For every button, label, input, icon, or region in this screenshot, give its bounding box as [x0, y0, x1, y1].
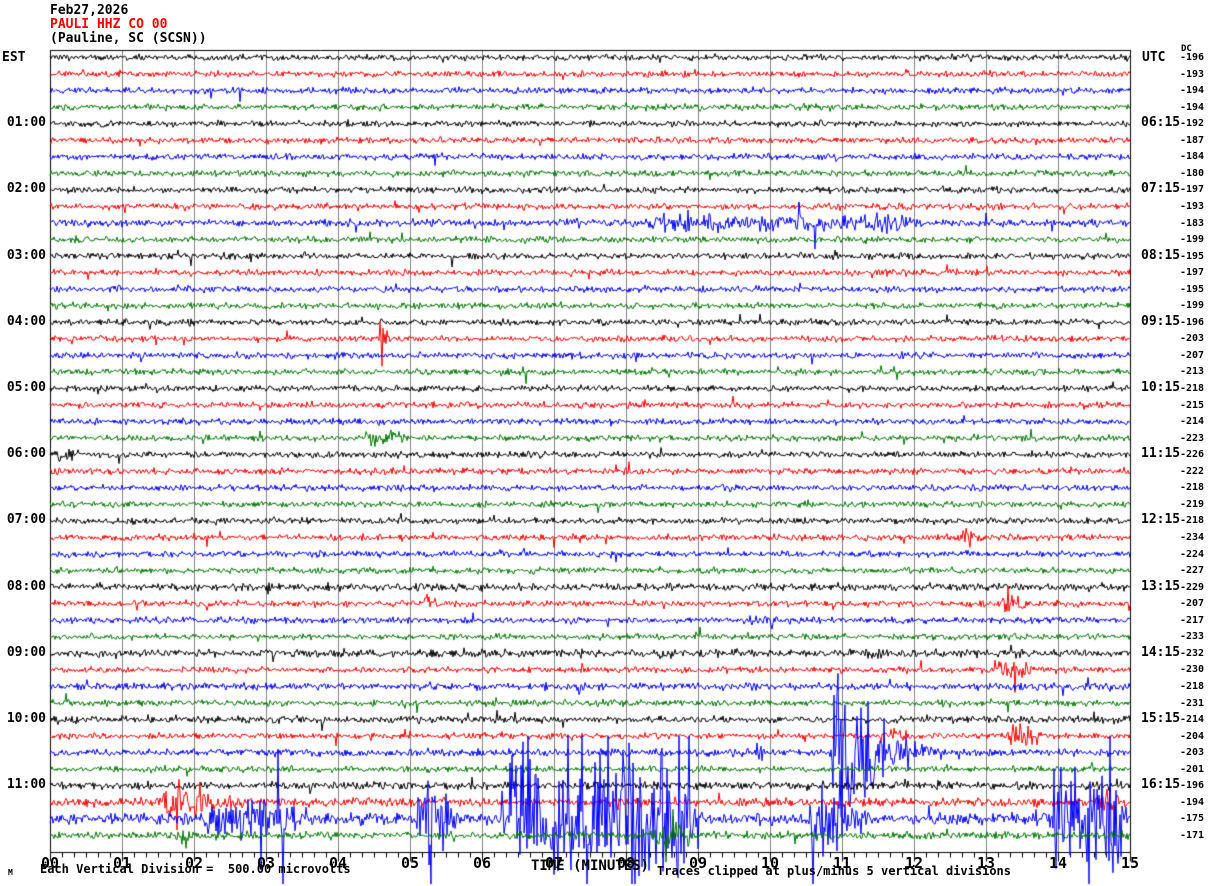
utc-hour-label: 10:15	[1141, 380, 1181, 395]
dc-value: -218	[1180, 680, 1205, 692]
dc-value: -196	[1180, 780, 1205, 792]
dc-value: -223	[1180, 432, 1205, 444]
dc-value: -214	[1180, 416, 1205, 428]
footer-scale-note: Each Vertical Division = 500.00 microvol…	[40, 862, 351, 876]
minute-tick-label: 05	[400, 854, 420, 872]
dc-column-header: DC	[1181, 44, 1192, 54]
est-hour-label: 04:00	[6, 313, 46, 329]
est-hour-label: 06:00	[6, 446, 46, 462]
dc-value: -224	[1180, 548, 1205, 560]
utc-hour-label: 11:15	[1141, 446, 1181, 462]
est-hour-label: 09:00	[6, 644, 46, 660]
minute-tick-label: 03	[256, 854, 276, 872]
dc-value: -229	[1180, 581, 1205, 593]
minute-tick-label: 10	[760, 854, 780, 872]
utc-hour-label: 09:15	[1141, 313, 1181, 329]
dc-value: -227	[1180, 565, 1205, 577]
dc-value: -183	[1180, 217, 1205, 229]
dc-value: -207	[1180, 349, 1205, 361]
dc-value: -195	[1180, 283, 1205, 295]
minute-tick-label: 12	[904, 854, 924, 872]
dc-value: -171	[1180, 829, 1205, 841]
minute-tick-label: 09	[688, 854, 708, 872]
est-hour-label: 07:00	[6, 512, 46, 528]
dc-value: -197	[1180, 184, 1205, 196]
dc-value: -207	[1180, 598, 1205, 610]
dc-value: -232	[1180, 647, 1205, 659]
minute-tick-label: 06	[472, 854, 492, 872]
minute-tick-label: 00	[40, 854, 60, 872]
minute-tick-label: 11	[832, 854, 852, 872]
minute-tick-label: 14	[1048, 854, 1068, 872]
dc-value: -204	[1180, 730, 1205, 742]
dc-value: -231	[1180, 697, 1205, 709]
dc-value: -203	[1180, 333, 1205, 345]
right-timezone-label: UTC	[1142, 50, 1166, 65]
dc-value: -194	[1180, 796, 1205, 808]
dc-value: -196	[1180, 316, 1205, 328]
dc-value: -184	[1180, 151, 1205, 163]
minute-tick-label: 01	[112, 854, 132, 872]
dc-value: -195	[1180, 250, 1205, 262]
dc-value: -230	[1180, 664, 1205, 676]
dc-value: -194	[1180, 101, 1205, 113]
header-location: (Pauline, SC (SCSN))	[50, 31, 207, 46]
dc-value: -187	[1180, 134, 1205, 146]
dc-value: -218	[1180, 515, 1205, 527]
est-hour-label: 01:00	[6, 115, 46, 131]
utc-hour-label: 12:15	[1141, 512, 1181, 528]
dc-value: -175	[1180, 813, 1205, 825]
dc-value: -222	[1180, 465, 1205, 477]
dc-value: -226	[1180, 449, 1205, 461]
utc-hour-label: 08:15	[1141, 247, 1181, 263]
dc-value: -203	[1180, 747, 1205, 759]
dc-value: -194	[1180, 85, 1205, 97]
dc-value: -219	[1180, 498, 1205, 510]
footer-clip-note: Traces clipped at plus/minus 5 vertical …	[657, 864, 1012, 878]
header-station: PAULI HHZ CO 00	[50, 17, 168, 32]
dc-value: -196	[1180, 52, 1205, 63]
est-hour-label: 02:00	[6, 181, 46, 197]
utc-hour-label: 07:15	[1141, 181, 1181, 197]
dc-value: -214	[1180, 714, 1205, 725]
utc-hour-label: 13:15	[1141, 578, 1181, 594]
utc-hour-label: 16:15	[1141, 777, 1181, 793]
est-hour-label: 08:00	[6, 578, 46, 594]
dc-value: -192	[1180, 118, 1205, 130]
dc-value: -193	[1180, 201, 1205, 212]
footer-marker-glyph: M	[8, 868, 13, 877]
utc-hour-label: 06:15	[1141, 115, 1181, 131]
minute-tick-label: 15	[1120, 854, 1140, 872]
est-hour-label: 03:00	[6, 247, 46, 263]
dc-value: -180	[1180, 167, 1205, 179]
dc-value: -197	[1180, 267, 1205, 279]
dc-value: -218	[1180, 383, 1205, 394]
est-hour-label: 05:00	[6, 380, 46, 395]
dc-value: -199	[1180, 300, 1205, 312]
est-hour-label: 10:00	[6, 711, 46, 726]
dc-value: -201	[1180, 763, 1205, 775]
utc-hour-label: 14:15	[1141, 644, 1181, 660]
dc-value: -233	[1180, 631, 1205, 643]
dc-value: -218	[1180, 482, 1205, 494]
dc-value: -193	[1180, 68, 1205, 80]
dc-value: -199	[1180, 234, 1205, 246]
est-hour-label: 11:00	[6, 777, 46, 793]
header-date: Feb27,2026	[50, 3, 129, 18]
minute-tick-label: 04	[328, 854, 348, 872]
dc-value: -217	[1180, 614, 1205, 626]
minute-tick-label: 08	[616, 854, 636, 872]
left-timezone-label: EST	[2, 50, 26, 65]
dc-value: -213	[1180, 366, 1205, 378]
dc-value: -234	[1180, 532, 1205, 543]
utc-hour-label: 15:15	[1141, 711, 1181, 726]
minute-tick-label: 07	[544, 854, 564, 872]
minute-tick-label: 13	[976, 854, 996, 872]
dc-value: -215	[1180, 399, 1205, 411]
minute-tick-label: 02	[184, 854, 204, 872]
x-axis-title: TIME (MINUTES)	[530, 858, 649, 874]
